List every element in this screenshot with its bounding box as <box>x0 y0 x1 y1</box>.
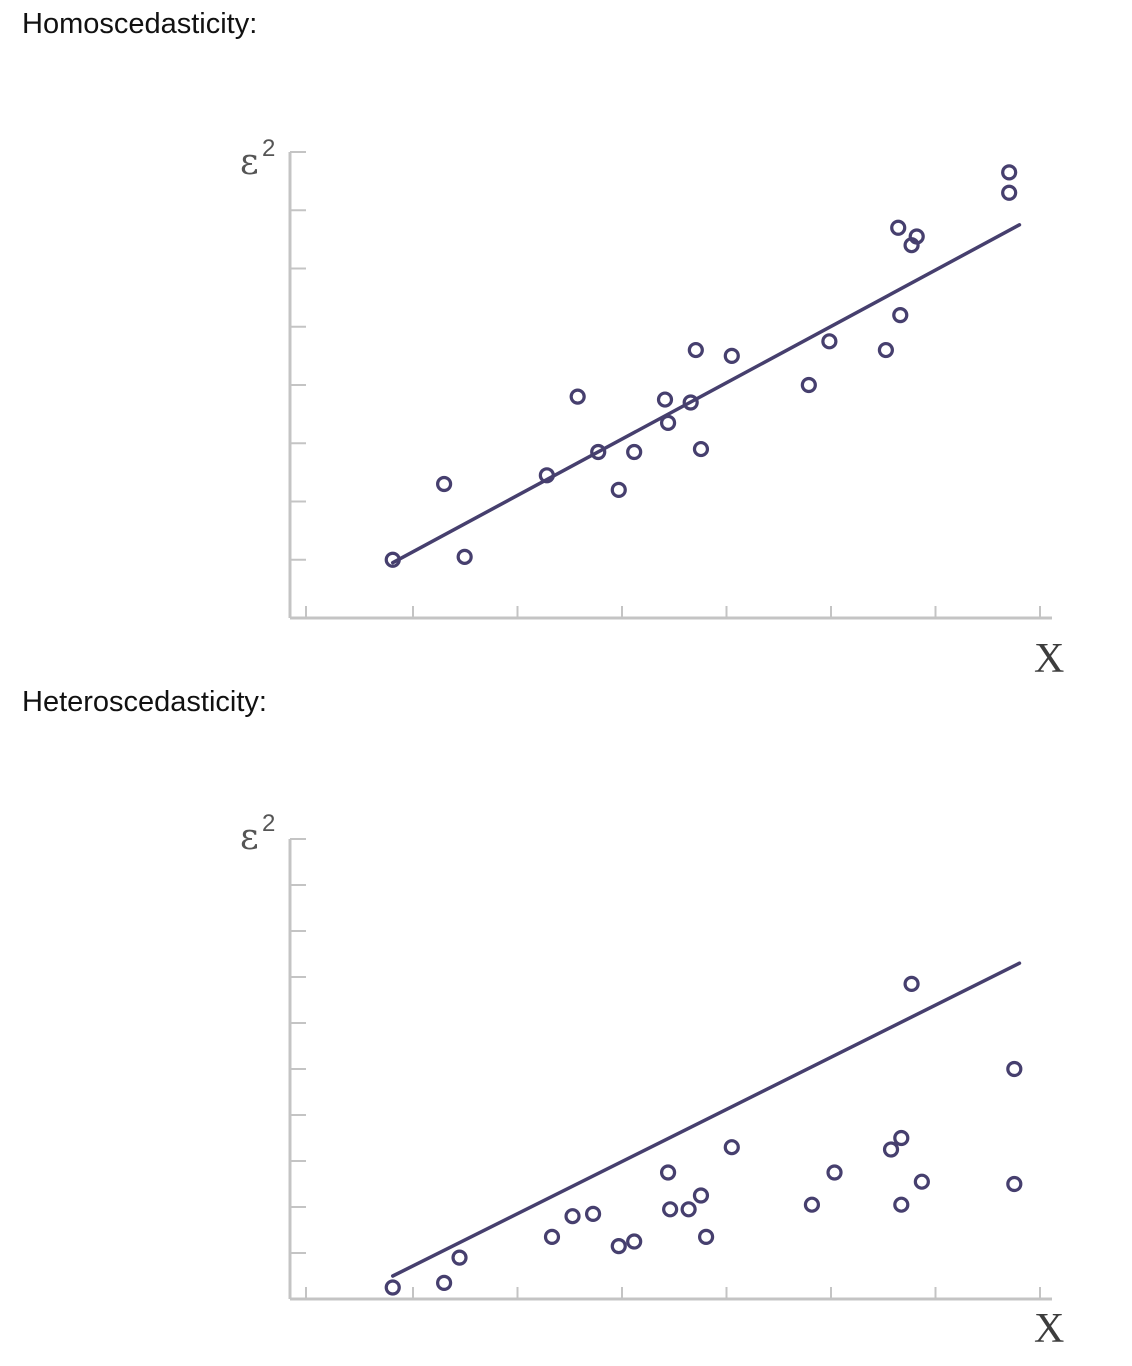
data-point <box>913 1173 930 1190</box>
data-point <box>800 376 817 394</box>
data-point <box>538 467 555 484</box>
data-point <box>659 1164 677 1181</box>
data-point <box>1001 164 1018 181</box>
data-point <box>723 347 740 364</box>
data-point <box>692 440 710 458</box>
data-point <box>456 548 473 565</box>
data-point <box>569 388 586 405</box>
data-point <box>451 1249 468 1266</box>
data-point <box>903 975 920 992</box>
data-point <box>626 443 643 461</box>
data-point <box>687 341 704 359</box>
data-point <box>697 1228 715 1245</box>
data-point <box>682 394 699 411</box>
data-point <box>1006 1060 1023 1078</box>
trend-line <box>390 961 1022 1278</box>
data-point <box>680 1201 697 1218</box>
data-point <box>877 341 894 359</box>
data-point <box>723 1139 740 1156</box>
data-point <box>692 1187 710 1204</box>
data-point <box>590 443 607 461</box>
data-point <box>803 1196 821 1213</box>
y-axis-label-superscript: 2 <box>262 135 275 162</box>
data-point <box>893 1196 910 1213</box>
x-axis-label: X <box>1034 636 1064 682</box>
data-point <box>659 414 677 431</box>
heteroscedasticity-chart: ε 2 X <box>240 810 1064 1352</box>
data-point <box>610 1238 627 1255</box>
data-point <box>821 333 838 350</box>
data-point <box>610 481 627 498</box>
data-point <box>626 1233 643 1250</box>
data-point <box>384 551 401 568</box>
data-point <box>384 1279 401 1296</box>
data-point <box>892 307 909 324</box>
data-point <box>826 1164 843 1181</box>
y-axis-label: ε <box>240 817 259 858</box>
data-point <box>1006 1175 1023 1193</box>
data-point <box>543 1228 561 1245</box>
heteroscedasticity-heading: Heteroscedasticity: <box>22 686 267 718</box>
data-point <box>436 1274 453 1291</box>
y-axis-label-superscript: 2 <box>262 810 275 837</box>
data-point <box>584 1205 602 1222</box>
data-point <box>656 391 674 408</box>
data-point <box>890 219 907 236</box>
data-point <box>882 1141 900 1158</box>
data-point <box>564 1208 581 1225</box>
data-point <box>1001 184 1018 201</box>
homoscedasticity-heading: Homoscedasticity: <box>22 8 258 40</box>
x-axis-label: X <box>1034 1306 1064 1352</box>
trend-line <box>390 223 1022 565</box>
y-axis-label: ε <box>240 142 259 183</box>
data-point <box>893 1129 910 1147</box>
data-point <box>908 228 925 245</box>
homoscedasticity-chart: ε 2 X <box>240 135 1064 682</box>
data-point <box>662 1201 679 1218</box>
data-point <box>436 475 453 493</box>
